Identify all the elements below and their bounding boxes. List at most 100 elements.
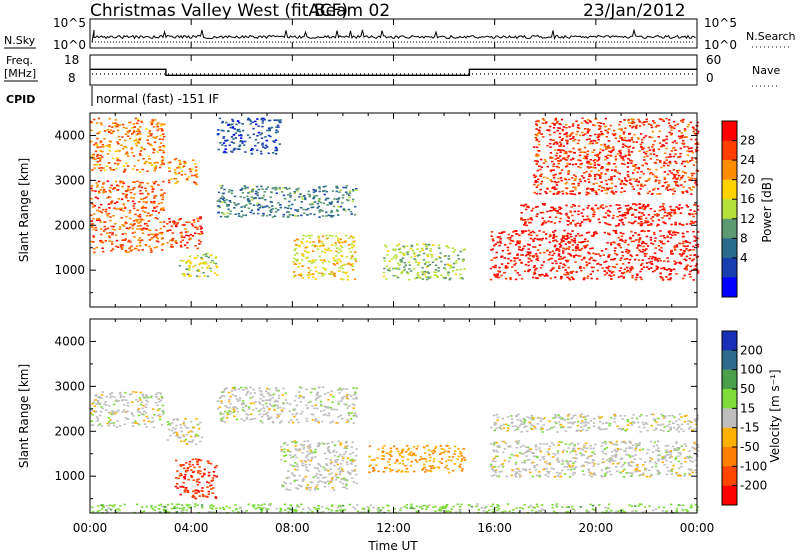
echo-cell-9 [653,232,655,234]
echo-cell-5 [269,214,271,216]
echo-cell-6 [227,131,229,133]
echo-cell-2 [172,221,174,223]
echo-cell-9 [619,270,621,272]
echo-cell-4 [281,450,283,452]
echo-cell-1 [97,161,99,163]
echo-cell-11 [540,189,542,191]
echo-cell-5 [228,189,230,191]
echo-cell-8 [400,259,402,261]
echo-cell-11 [534,160,536,162]
echo-cell-2 [212,479,214,481]
echo-cell-1 [116,157,118,159]
echo-cell-5 [355,189,357,191]
echo-cell-1 [110,169,112,171]
echo-cell-11 [553,193,555,195]
echo-cell-3 [314,404,316,406]
echo-cell-3 [272,406,274,408]
echo-cell-1 [108,125,110,127]
echo-cell-2 [199,226,201,228]
echo-cell-6 [606,459,608,461]
echo-cell-1 [132,168,134,170]
echo-cell-5 [437,466,439,468]
echo-cell-0 [133,236,135,238]
echo-cell-11 [585,171,587,173]
echo-cell-11 [669,132,671,134]
echo-cell-2 [198,240,200,242]
echo-cell-11 [533,146,535,148]
echo-cell-5 [352,199,354,201]
echo-cell-7 [341,247,343,249]
echo-cell-4 [344,446,346,448]
echo-cell-6 [606,447,608,449]
echo-cell-9 [569,254,571,256]
echo-cell-9 [612,266,614,268]
echo-cell-4 [295,445,297,447]
echo-cell-3 [246,388,248,390]
echo-cell-7 [328,248,330,250]
echo-cell-0 [115,208,117,210]
echo-cell-5 [424,471,426,473]
echo-cell-9 [657,260,659,262]
echo-cell-4 [342,483,344,485]
echo-cell-4 [316,484,318,486]
velocity-panel-bg [90,319,697,513]
echo-cell-10 [626,208,628,210]
echo-cell-8 [440,261,442,263]
echo-cell-5 [289,193,291,195]
echo-cell-11 [607,164,609,166]
echo-cell-8 [453,251,455,253]
echo-cell-11 [619,121,621,123]
echo-cell-0 [100,189,102,191]
echo-cell-5 [463,448,465,450]
echo-cell-3 [222,413,224,415]
echo-cell-11 [545,121,547,123]
echo-cell-8 [439,257,441,259]
echo-cell-8 [425,248,427,250]
echo-cell-11 [623,164,625,166]
echo-cell-5 [348,197,350,199]
echo-cell-3 [343,403,345,405]
echo-cell-10 [609,211,611,213]
echo-cell-11 [588,143,590,145]
echo-cell-11 [598,136,600,138]
echo-cell-1 [199,422,201,424]
echo-cell-7 [331,235,333,237]
echo-cell-9 [527,251,529,253]
echo-cell-0 [155,402,157,404]
echo-cell-11 [640,144,642,146]
echo-cell-9 [592,247,594,249]
echo-cell-4 [335,461,337,463]
echo-cell-5 [226,206,228,208]
echo-cell-6 [602,442,604,444]
echo-cell-9 [508,234,510,236]
echo-cell-10 [549,216,551,218]
echo-cell-9 [656,268,658,270]
echo-cell-1 [123,127,125,129]
echo-cell-11 [628,149,630,151]
echo-cell-2 [186,242,188,244]
echo-cell-5 [223,200,225,202]
echo-cell-4 [324,486,326,488]
echo-cell-9 [641,263,643,265]
echo-cell-0 [135,399,137,401]
echo-cell-11 [617,153,619,155]
echo-cell-11 [681,132,683,134]
echo-cell-11 [651,127,653,129]
echo-cell-5 [420,456,422,458]
echo-cell-3 [261,416,263,418]
echo-cell-0 [99,415,101,417]
echo-cell-0 [134,194,136,196]
echo-cell-9 [622,233,624,235]
echo-cell-5 [300,215,302,217]
echo-cell-4 [302,479,304,481]
echo-cell-5 [430,468,432,470]
echo-cell-0 [126,194,128,196]
echo-cell-7 [354,259,356,261]
echo-cell-0 [132,232,134,234]
echo-cell-11 [581,132,583,134]
echo-cell-9 [636,274,638,276]
echo-cell-10 [663,215,665,217]
echo-cell-1 [100,167,102,169]
echo-cell-9 [532,231,534,233]
echo-cell-7 [348,263,350,265]
